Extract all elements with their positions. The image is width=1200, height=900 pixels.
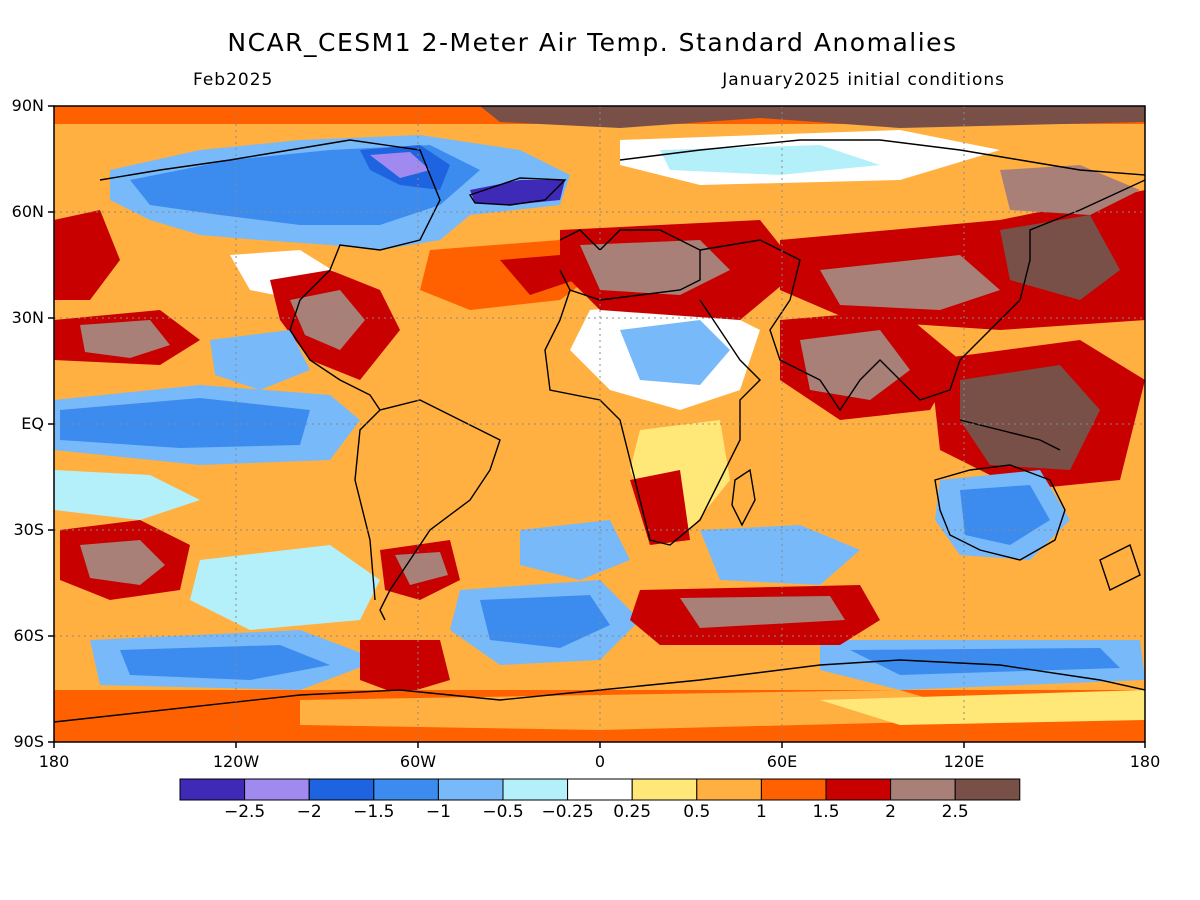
y-tick-60n: 60N bbox=[11, 202, 44, 221]
x-tick-60w: 60W bbox=[399, 752, 437, 771]
y-tick-eq: EQ bbox=[21, 414, 44, 433]
colorbar-label: −1.5 bbox=[353, 802, 395, 822]
colorbar-swatch bbox=[244, 778, 310, 801]
initial-conditions: January2025 initial conditions bbox=[722, 70, 1005, 90]
colorbar-swatch bbox=[373, 778, 439, 801]
x-tick-120e: 120E bbox=[943, 752, 985, 771]
colorbar-label: −1 bbox=[425, 802, 451, 822]
colorbar-label: −0.25 bbox=[541, 802, 594, 822]
colorbar-swatch bbox=[696, 778, 762, 801]
colorbar-label: 1.5 bbox=[812, 802, 840, 822]
y-tick-30n: 30N bbox=[11, 308, 44, 327]
x-tick-60e: 60E bbox=[766, 752, 798, 771]
x-tick-120w: 120W bbox=[212, 752, 260, 771]
colorbar-label: 2.5 bbox=[941, 802, 969, 822]
colorbar-swatch bbox=[179, 778, 246, 801]
graticule bbox=[54, 106, 1145, 742]
colorbar-label: 0.25 bbox=[613, 802, 652, 822]
x-tick-180w: 180 bbox=[38, 752, 70, 771]
colorbar-swatch bbox=[437, 778, 504, 801]
y-tick-30s: 30S bbox=[13, 520, 44, 539]
coastlines bbox=[54, 139, 1145, 723]
colorbar-label: 0.5 bbox=[683, 802, 711, 822]
x-tick-180e: 180 bbox=[1129, 752, 1161, 771]
colorbar-label: 2 bbox=[885, 802, 897, 822]
colorbar-swatch bbox=[825, 778, 892, 801]
map-title: NCAR_CESM1 2-Meter Air Temp. Standard An… bbox=[227, 28, 958, 57]
colorbar-swatch bbox=[890, 778, 956, 801]
colorbar-label: −0.5 bbox=[482, 802, 524, 822]
map-plot-area bbox=[54, 106, 1145, 742]
colorbar-swatch bbox=[954, 778, 1021, 801]
axis-ticks bbox=[48, 105, 1146, 748]
colorbar-swatch bbox=[760, 778, 827, 801]
colorbar-swatch bbox=[308, 778, 375, 801]
forecast-month: Feb2025 bbox=[193, 70, 274, 90]
colorbar-label: 1 bbox=[755, 802, 767, 822]
colorbar-swatch bbox=[502, 778, 569, 801]
colorbar-swatch bbox=[631, 778, 698, 801]
y-tick-90n: 90N bbox=[11, 96, 44, 115]
colorbar-swatch bbox=[567, 778, 633, 801]
x-tick-0: 0 bbox=[594, 752, 606, 771]
colorbar-label: −2 bbox=[296, 802, 322, 822]
colorbar-label: −2.5 bbox=[223, 802, 266, 822]
y-tick-60s: 60S bbox=[13, 626, 44, 645]
y-tick-90s: 90S bbox=[13, 732, 44, 751]
colorbar bbox=[179, 778, 1021, 801]
